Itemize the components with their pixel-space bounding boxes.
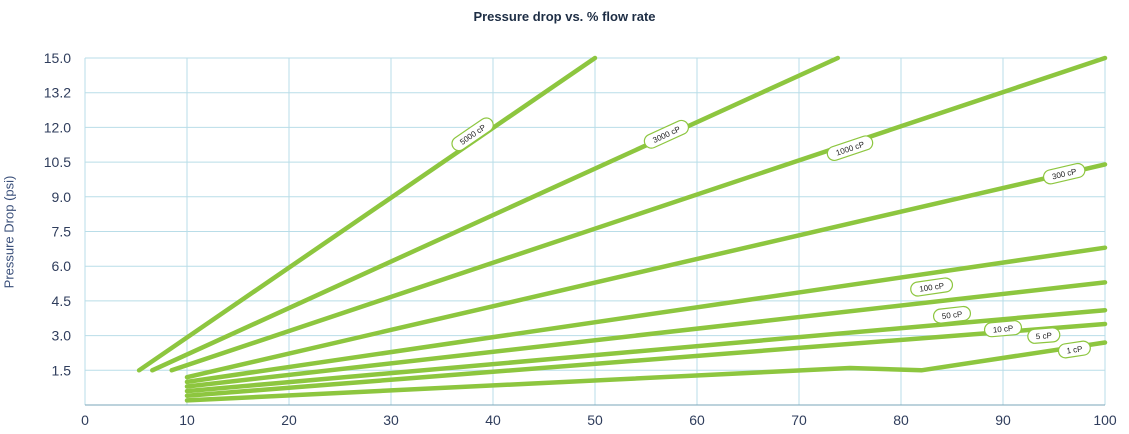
series-lines [136,55,1108,403]
series-line [184,162,1108,380]
x-tick-label: 20 [281,412,297,428]
y-tick-label: 4.5 [52,293,72,309]
series-label-pill [826,135,874,162]
y-tick-label: 1.5 [52,362,72,378]
x-tick-label: 100 [1093,412,1117,428]
x-tick-label: 30 [383,412,399,428]
y-tick-label: 13.2 [44,85,71,101]
y-tick-label: 7.5 [52,224,72,240]
series-line [150,55,841,373]
series-label-pill [932,305,972,324]
series-line [184,307,1108,394]
series-label: 10 cP [983,320,1023,338]
y-tick-labels: 1.5 3.0 4.5 6.0 7.5 9.0 10.5 12.0 13.2 15.0 [44,50,71,378]
y-tick-label: 9.0 [52,189,72,205]
series-line [184,321,1108,398]
series-line [184,245,1108,385]
series-label-pill [1057,340,1091,359]
series-label: 1 cP [1057,340,1091,359]
series-line [184,280,1108,389]
series-label-text: 100 cP [919,281,945,294]
y-tick-label: 6.0 [52,258,72,274]
axes [84,58,1105,406]
x-tick-label: 0 [81,412,89,428]
x-tick-label: 90 [995,412,1011,428]
series-label: 1000 cP [826,135,874,162]
series-line [136,55,598,373]
series-label: 5 cP [1027,327,1061,344]
x-tick-labels: 0 10 20 30 40 50 60 70 80 90 100 [81,412,1117,428]
x-tick-label: 60 [689,412,705,428]
y-tick-label: 12.0 [44,119,71,135]
x-tick-label: 40 [485,412,501,428]
x-tick-label: 50 [587,412,603,428]
series-label: 50 cP [932,305,972,324]
series-line [184,340,1108,403]
series-label-pill [910,277,954,297]
x-tick-label: 80 [893,412,909,428]
y-tick-label: 3.0 [52,328,72,344]
x-tick-label: 70 [791,412,807,428]
series-label-pill [1027,327,1061,344]
series-label: 100 cP [910,277,954,297]
series-label-text: 1 cP [1066,344,1083,355]
y-tick-label: 15.0 [44,50,71,66]
y-tick-label: 10.5 [44,154,71,170]
series-label-text: 5 cP [1036,331,1053,341]
series-label-text: 10 cP [992,324,1013,335]
series-label-pill [451,117,494,152]
series-label-pill [983,320,1023,338]
x-tick-label: 10 [179,412,195,428]
series-label: 300 cP [1042,162,1086,185]
series-line [169,55,1108,373]
series-label-text: 50 cP [941,310,962,321]
chart-title: Pressure drop vs. % flow rate [473,9,656,24]
series-label-pill [1042,162,1086,185]
series-label-pill [643,119,690,149]
